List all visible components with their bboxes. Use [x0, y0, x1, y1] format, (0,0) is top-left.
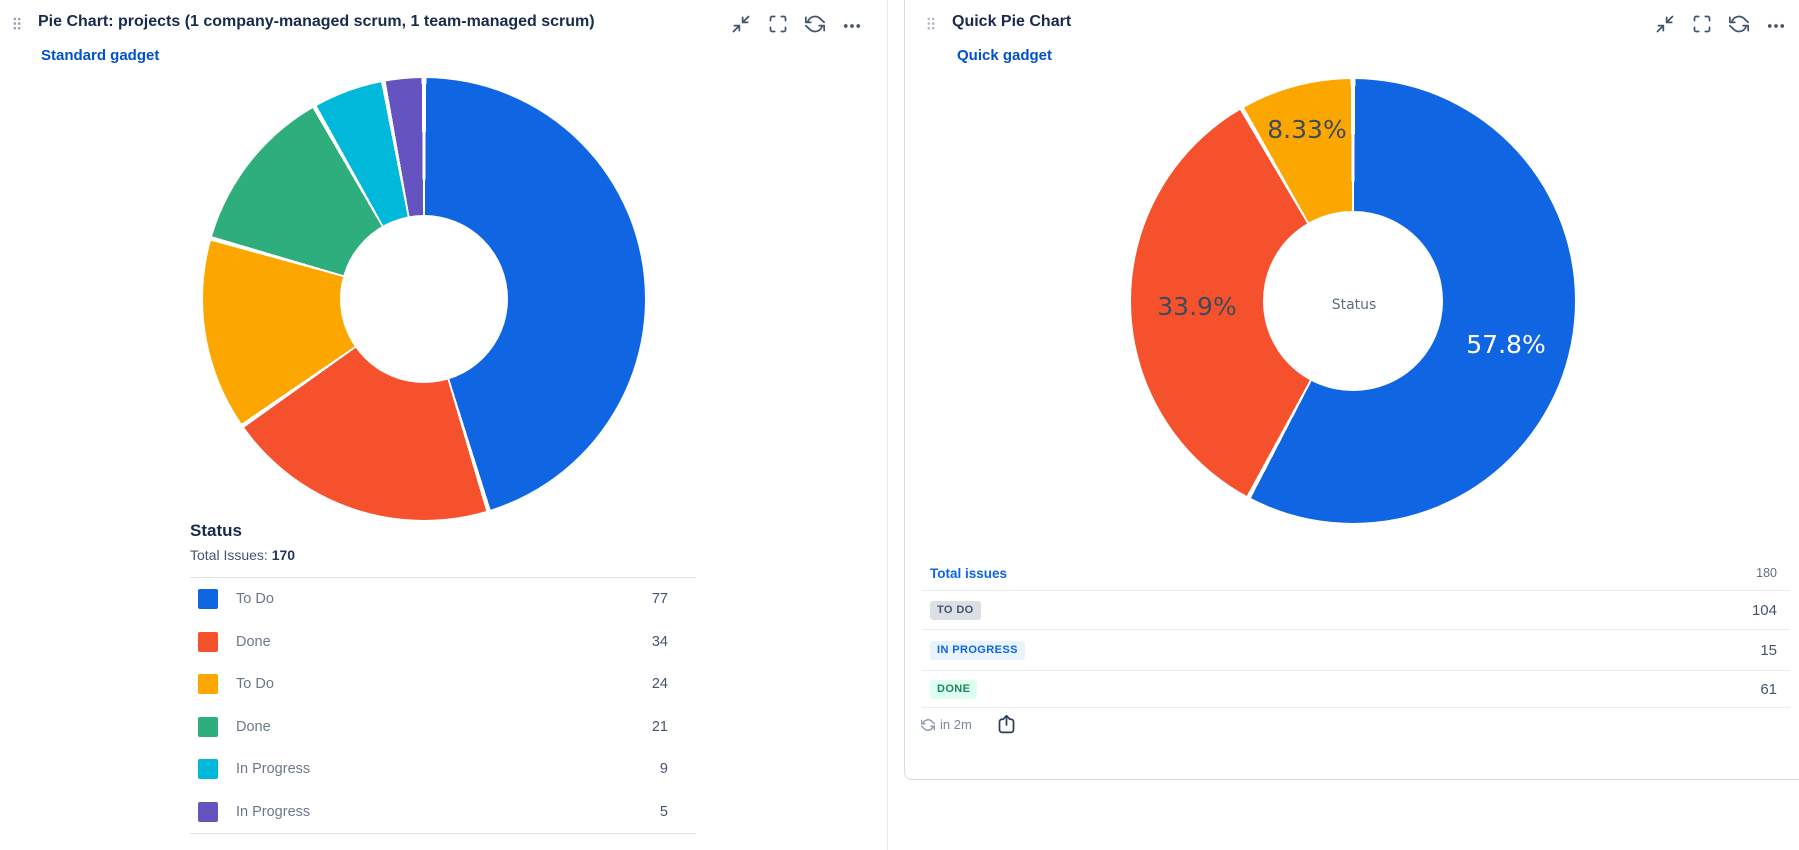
status-count: 104 — [1751, 601, 1777, 619]
legend-row: In Progress 9 — [190, 748, 696, 791]
total-issues-link[interactable]: Total issues — [930, 565, 1008, 581]
legend-row: To Do 24 — [190, 663, 696, 706]
legend-value: 9 — [659, 761, 668, 778]
status-table: Total issues 180 TO DO 104 IN PROGRESS 15 DO… — [922, 556, 1790, 708]
table-row-total: Total issues 180 — [922, 556, 1790, 591]
gadget-footer: in 2m — [921, 714, 1017, 735]
legend-row: In Progress 5 — [190, 791, 696, 834]
status-count: 61 — [1760, 680, 1777, 698]
legend-swatch — [198, 716, 218, 737]
legend-label: In Progress — [236, 803, 311, 820]
standard-gadget-link[interactable]: Standard gadget — [41, 47, 160, 64]
legend-swatch — [198, 674, 218, 695]
pie-center-label: Status — [1331, 297, 1377, 313]
minimize-icon[interactable] — [731, 14, 751, 34]
legend-label: To Do — [236, 676, 274, 693]
total-issues-value: 180 — [1756, 566, 1777, 580]
legend-row: Done 21 — [190, 706, 696, 749]
drag-handle-icon[interactable] — [12, 17, 22, 33]
pie-chart-status[interactable] — [203, 78, 645, 520]
legend-total: Total Issues: 170 — [190, 547, 295, 563]
table-row: DONE 61 — [922, 671, 1790, 708]
more-options-icon[interactable] — [842, 16, 862, 36]
legend-label: In Progress — [236, 761, 311, 778]
fullscreen-icon[interactable] — [768, 14, 788, 34]
legend-label: Done — [236, 718, 271, 735]
gadget-title: Quick Pie Chart — [952, 13, 1072, 30]
quick-gadget-link[interactable]: Quick gadget — [957, 47, 1053, 64]
legend-heading: Status — [190, 521, 242, 540]
refresh-icon[interactable] — [805, 14, 825, 34]
pie-chart-hole — [1263, 211, 1443, 391]
export-icon[interactable] — [996, 714, 1017, 735]
status-badge: IN PROGRESS — [930, 640, 1025, 660]
pie-label-inprogress: 8.33% — [1267, 115, 1347, 144]
legend-value: 21 — [651, 718, 668, 735]
fullscreen-icon[interactable] — [1692, 14, 1712, 34]
legend-label: To Do — [236, 591, 274, 608]
refresh-countdown-icon[interactable] — [921, 718, 935, 732]
table-row: TO DO 104 — [922, 591, 1790, 630]
refresh-countdown: in 2m — [940, 717, 972, 732]
legend-swatch — [198, 631, 218, 652]
gadget-title: Pie Chart: projects (1 company-managed s… — [38, 13, 595, 30]
minimize-icon[interactable] — [1655, 14, 1675, 34]
legend-value: 77 — [651, 591, 668, 608]
pie-label-done: 33.9% — [1157, 292, 1237, 321]
more-options-icon[interactable] — [1766, 16, 1786, 36]
pie-label-todo: 57.8% — [1466, 330, 1546, 359]
legend-swatch — [198, 759, 218, 780]
legend-value: 24 — [651, 676, 668, 693]
legend-value: 34 — [651, 633, 668, 650]
status-count: 15 — [1760, 641, 1777, 659]
legend-total-label: Total Issues: — [190, 547, 268, 563]
legend: To Do 77 Done 34 To Do 24 Done 21 In Progress 9 In… — [190, 577, 696, 834]
status-badge: TO DO — [930, 600, 981, 620]
legend-row: Done 34 — [190, 621, 696, 664]
legend-total-value: 170 — [271, 547, 296, 563]
refresh-icon[interactable] — [1729, 14, 1749, 34]
legend-value: 5 — [659, 803, 668, 820]
legend-label: Done — [236, 633, 271, 650]
legend-swatch — [198, 589, 218, 610]
table-row: IN PROGRESS 15 — [922, 630, 1790, 671]
quick-pie-chart-status[interactable] — [1131, 79, 1575, 523]
status-badge: DONE — [930, 679, 978, 699]
column-divider — [887, 0, 888, 850]
pie-chart-hole — [340, 215, 508, 383]
legend-row: To Do 77 — [190, 578, 696, 621]
drag-handle-icon[interactable] — [926, 17, 936, 33]
legend-swatch — [198, 801, 218, 822]
